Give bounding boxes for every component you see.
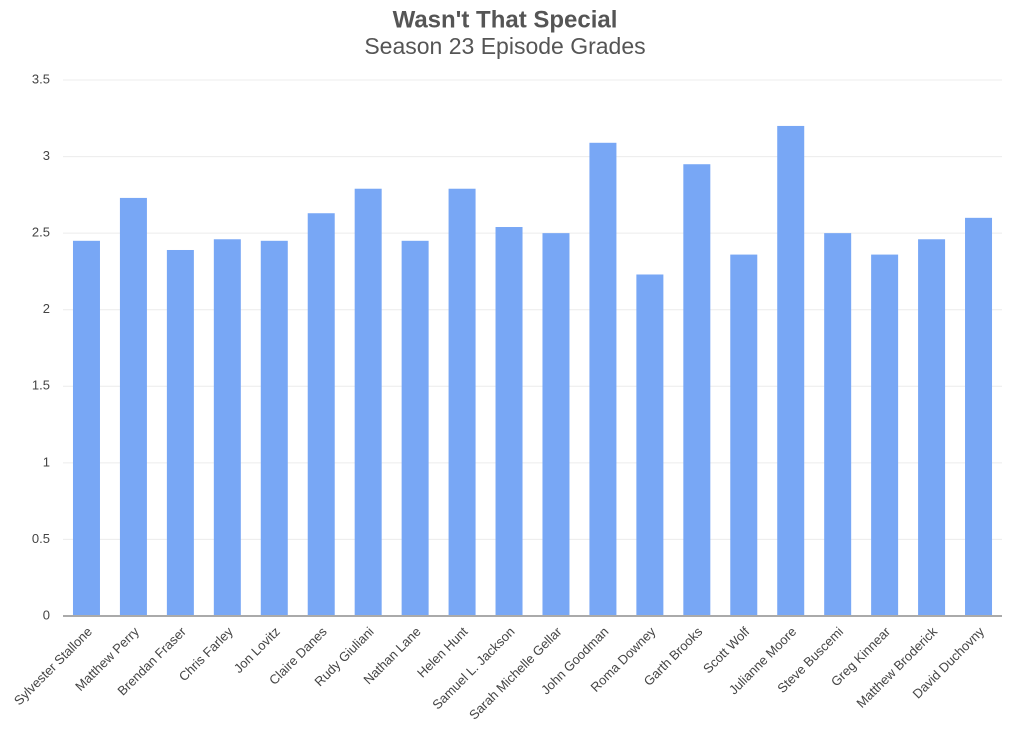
bar — [730, 254, 758, 616]
x-tick-label: Sarah Michelle Gellar — [466, 623, 565, 722]
bar — [307, 213, 335, 616]
x-tick-label: Sylvester Stallone — [11, 624, 95, 708]
x-tick-label: Matthew Broderick — [853, 624, 940, 711]
bar — [448, 188, 476, 616]
bar — [777, 125, 805, 616]
bar — [72, 240, 100, 617]
y-tick-label: 1.5 — [32, 378, 50, 393]
bar — [871, 254, 899, 616]
bar — [542, 233, 570, 616]
bar — [119, 197, 147, 617]
bar — [213, 239, 241, 617]
bar — [918, 239, 946, 617]
x-tick-label: Samuel L. Jackson — [429, 624, 517, 712]
bar — [589, 142, 617, 616]
bar — [683, 164, 711, 616]
chart-title: Wasn't That Special — [393, 6, 618, 33]
bar — [401, 240, 429, 617]
chart-subtitle: Season 23 Episode Grades — [364, 33, 645, 59]
y-tick-label: 3 — [43, 148, 50, 163]
bar — [824, 233, 852, 616]
y-tick-label: 2 — [43, 301, 50, 316]
y-tick-label: 1 — [43, 454, 50, 469]
bar — [495, 227, 523, 616]
bar — [260, 240, 288, 617]
bar — [965, 217, 993, 617]
bar — [354, 188, 382, 616]
bar — [166, 249, 194, 616]
y-tick-label: 0 — [43, 607, 50, 622]
y-tick-label: 3.5 — [32, 71, 50, 86]
y-tick-label: 2.5 — [32, 225, 50, 240]
y-tick-label: 0.5 — [32, 531, 50, 546]
bar — [636, 274, 664, 616]
